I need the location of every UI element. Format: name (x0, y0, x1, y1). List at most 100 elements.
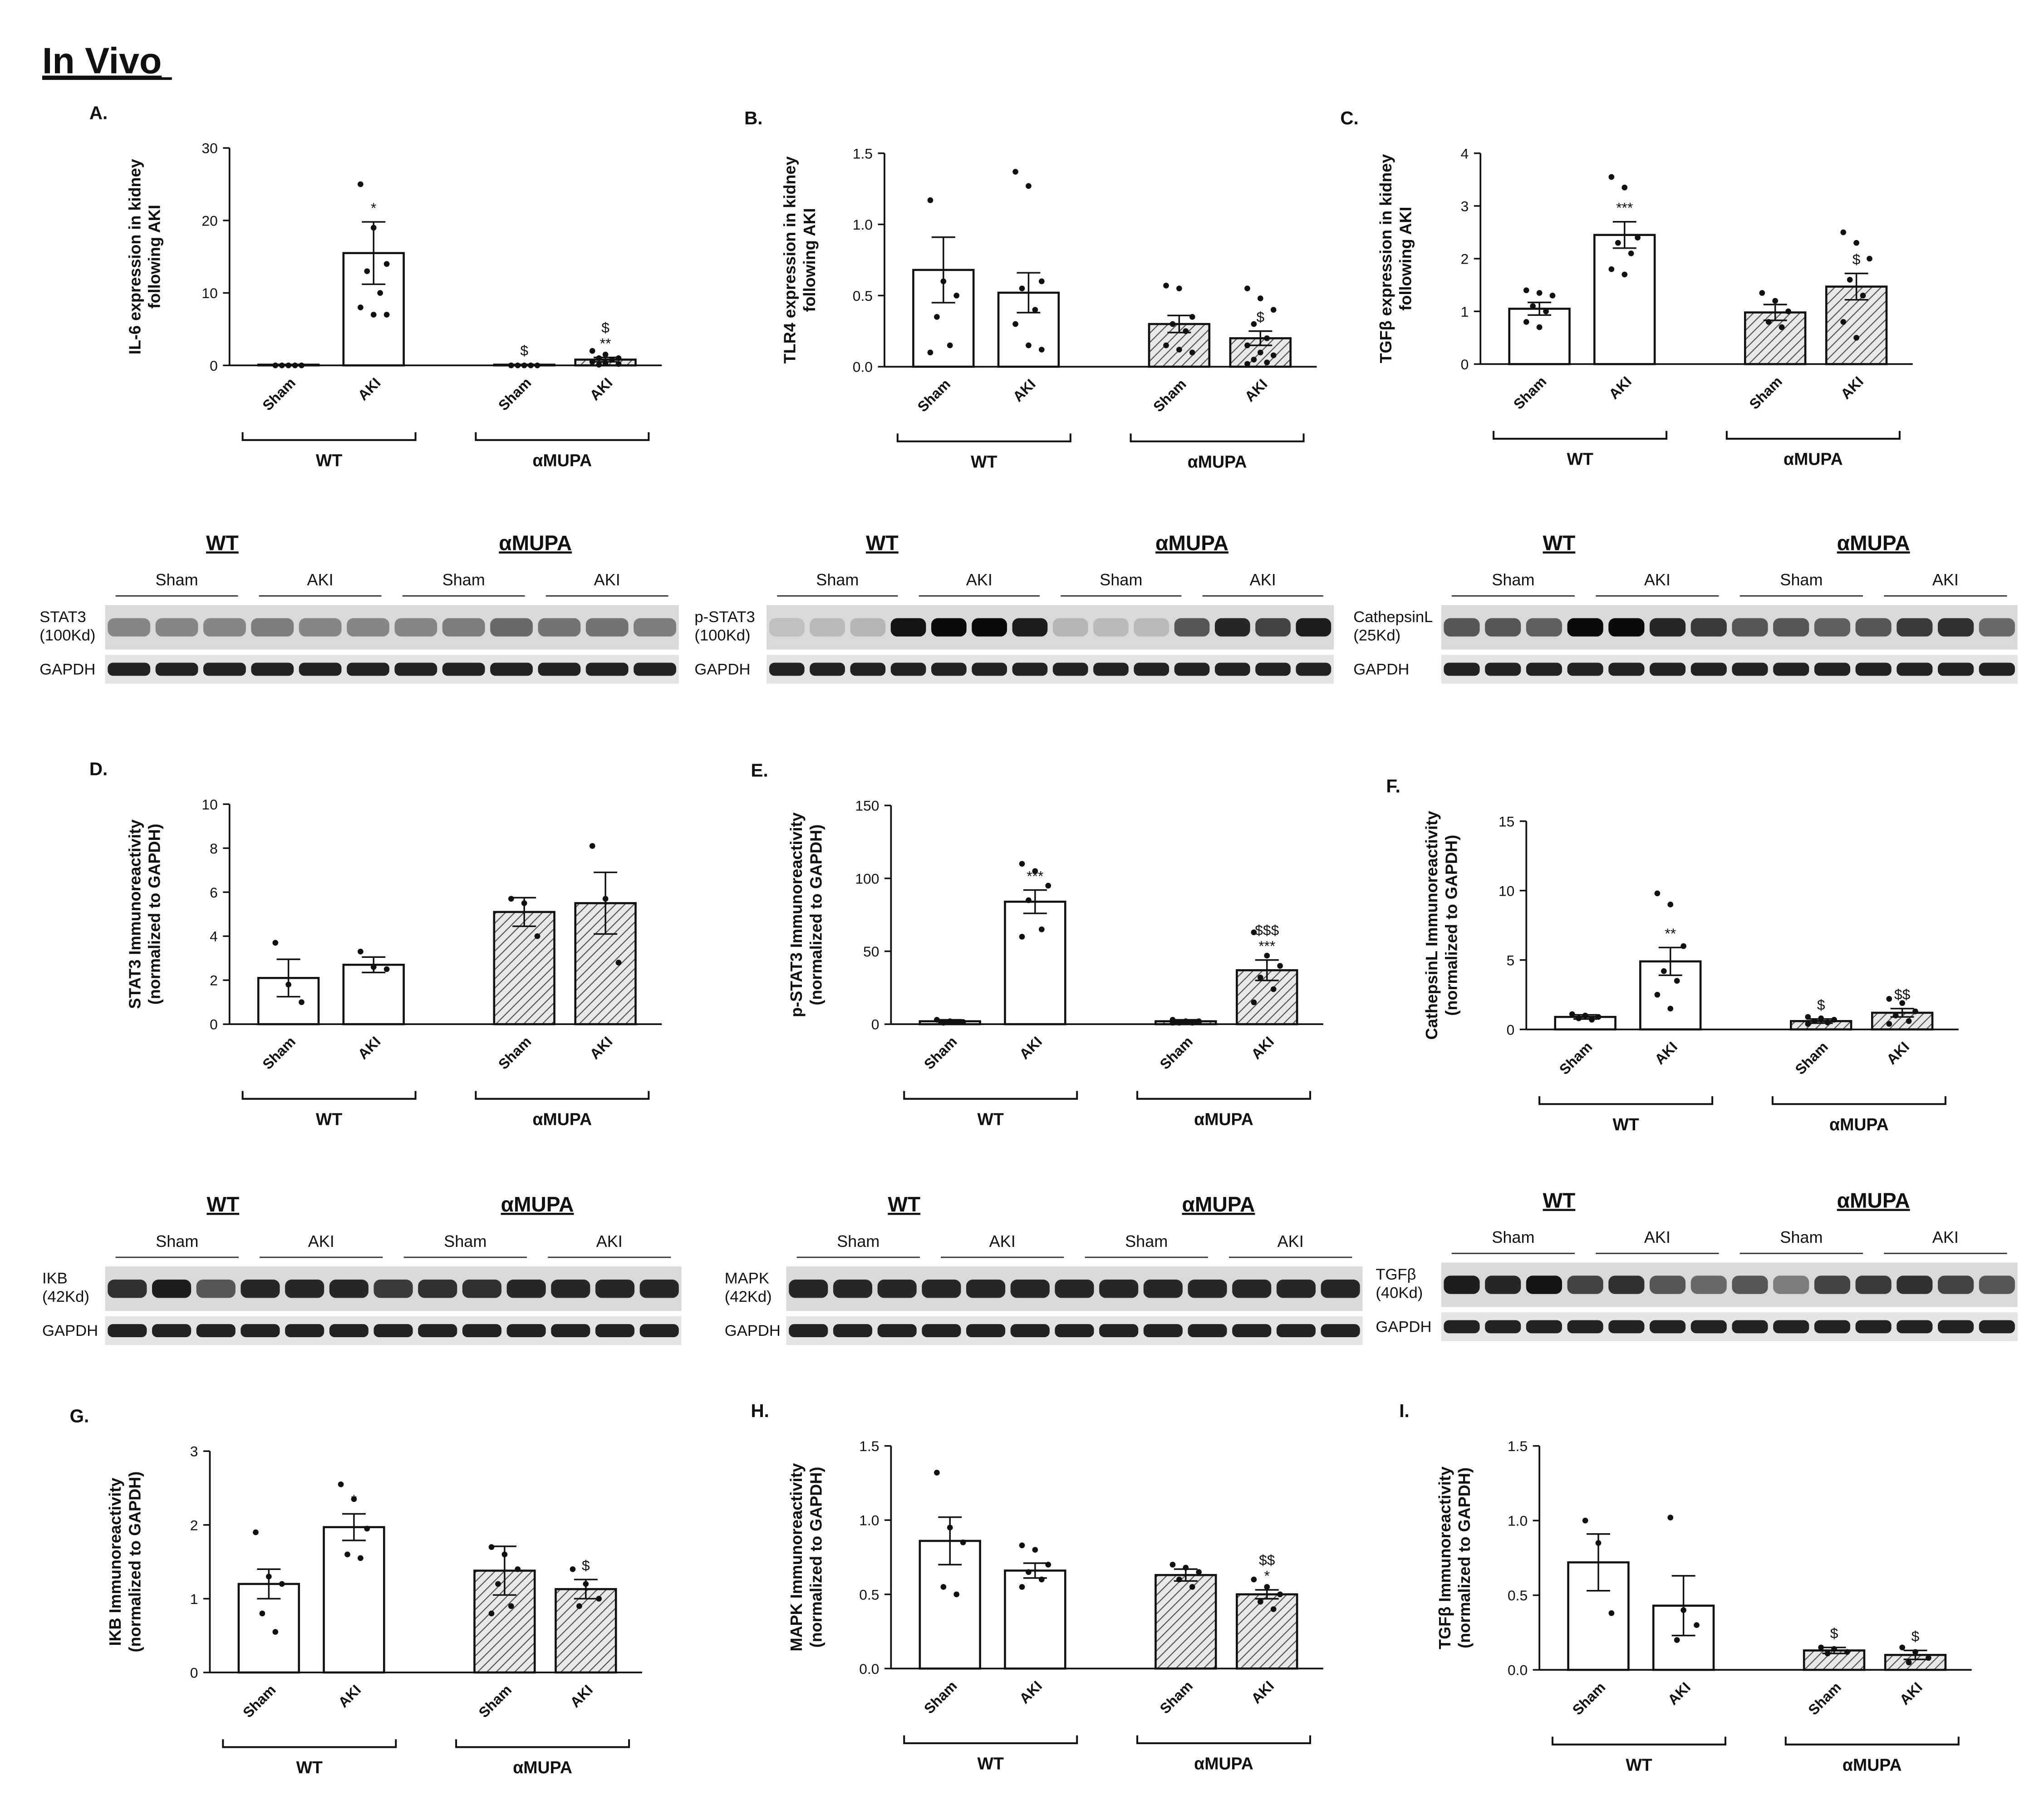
group-label: αMUPA (1188, 452, 1247, 471)
protein-band (1055, 1280, 1094, 1298)
x-tick-label: AKI (1016, 1033, 1045, 1062)
data-point (1032, 868, 1038, 874)
data-point (1831, 1016, 1837, 1023)
data-point (960, 1539, 966, 1545)
x-tick-label: Sham (1556, 1039, 1596, 1078)
protein-band (462, 1280, 501, 1298)
blot-group-label: WT (866, 531, 899, 554)
group-bracket (903, 1735, 1078, 1744)
y-axis-label: following AKI (1396, 207, 1415, 311)
western-blot: WT αMUPA Sham AKI Sham AKI p-STAT3(100Kd) GAPDH (694, 531, 1334, 684)
data-point (1811, 1018, 1818, 1024)
data-point (953, 1591, 960, 1598)
data-point (1251, 999, 1257, 1006)
group-label: αMUPA (1194, 1754, 1253, 1773)
y-tick-label: 5 (1507, 952, 1515, 968)
data-point (515, 1566, 521, 1572)
x-tick-label: Sham (495, 374, 535, 414)
group-bracket (241, 1091, 417, 1100)
western-blot: WT αMUPA Sham AKI Sham AKI IKB(42Kd) GAPDH (42, 1192, 682, 1345)
blot-protein-label: TGFβ (1376, 1266, 1416, 1283)
data-point (259, 1610, 265, 1617)
data-point (1694, 1622, 1700, 1628)
y-tick-label: 0 (190, 1664, 198, 1681)
blot-lane-label: Sham (837, 1232, 880, 1251)
y-tick-label: 0.5 (1508, 1587, 1528, 1604)
data-point (1019, 1584, 1025, 1590)
y-tick-label: 1.0 (853, 216, 873, 233)
group-label: WT (1612, 1115, 1639, 1134)
data-point (1183, 1018, 1189, 1025)
y-tick-label: 1 (1461, 304, 1469, 320)
data-point (1019, 861, 1025, 867)
y-tick-label: 0 (210, 1016, 218, 1033)
significance-label: $ (1852, 251, 1861, 267)
data-point (1270, 352, 1277, 358)
gapdh-band (1649, 1320, 1686, 1334)
x-tick-label: AKI (1883, 1039, 1912, 1068)
y-tick-label: 0 (1461, 356, 1469, 373)
gapdh-band (299, 662, 342, 676)
gapdh-background (105, 655, 679, 684)
x-tick-label: AKI (1016, 1678, 1045, 1707)
gapdh-band (418, 1324, 457, 1338)
data-point (299, 362, 305, 368)
blot-control-label: GAPDH (1376, 1318, 1431, 1335)
gapdh-band (1814, 1320, 1851, 1334)
y-axis-label: (normalized to GAPDH) (806, 1467, 825, 1648)
bar (1004, 1570, 1066, 1670)
bar (323, 1526, 385, 1674)
data-point (1257, 974, 1263, 981)
blot-protein-label: (42Kd) (42, 1288, 89, 1305)
data-point (383, 966, 390, 972)
group-bracket (475, 432, 650, 441)
data-point (596, 355, 602, 361)
data-point (1824, 1020, 1831, 1025)
blot-background (105, 605, 679, 650)
data-point (1912, 1649, 1918, 1655)
data-point (1805, 1021, 1811, 1027)
x-tick-label: AKI (1248, 1033, 1277, 1062)
western-blot: WT αMUPA Sham AKI Sham AKI TGFβ(40Kd) GAPDH (1376, 1188, 2018, 1341)
data-point (1608, 174, 1615, 180)
gapdh-band (1188, 1324, 1227, 1338)
y-axis-label: IKB Immunoreactivity (106, 1478, 124, 1646)
data-point (285, 981, 291, 988)
data-point (1523, 319, 1529, 325)
gapdh-band (769, 662, 805, 676)
x-tick-label: Sham (1156, 1033, 1196, 1073)
data-point (370, 964, 377, 970)
x-tick-label: AKI (1248, 1678, 1277, 1707)
gapdh-band (551, 1324, 590, 1338)
protein-band (108, 1280, 147, 1298)
blot-protein-label: (40Kd) (1376, 1284, 1423, 1301)
data-point (508, 1603, 514, 1609)
data-point (265, 1574, 272, 1579)
data-point (1045, 883, 1051, 889)
data-point (1019, 934, 1025, 940)
data-point (1628, 250, 1634, 256)
data-point (589, 843, 595, 849)
protein-band (196, 1280, 236, 1298)
bar (555, 1588, 617, 1674)
gapdh-band (203, 662, 246, 676)
x-tick-label: AKI (1651, 1039, 1680, 1068)
protein-band (418, 1280, 457, 1298)
gapdh-band (1938, 662, 1974, 676)
y-tick-label: 0 (210, 358, 218, 374)
y-tick-label: 0 (1507, 1021, 1515, 1038)
gapdh-band (1093, 662, 1129, 676)
y-tick-label: 3 (190, 1443, 198, 1460)
error-bar (1844, 272, 1868, 301)
protein-band (1526, 618, 1562, 637)
bar (342, 963, 405, 1025)
error-bar (276, 958, 300, 998)
figure-title: In Vivo (42, 41, 162, 82)
data-point (299, 999, 305, 1006)
significance-label: $$ (1259, 1552, 1275, 1568)
data-point (1530, 303, 1536, 309)
y-tick-label: 4 (210, 928, 218, 945)
data-point (1661, 968, 1667, 974)
gapdh-band (1773, 1320, 1809, 1334)
